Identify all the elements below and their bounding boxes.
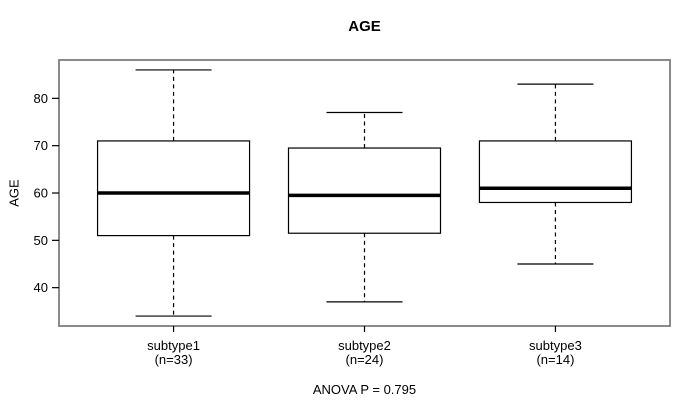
anova-footnote: ANOVA P = 0.795 bbox=[312, 382, 417, 397]
x-sublabel-subtype2: (n=24) bbox=[346, 352, 384, 367]
x-label-subtype3: subtype3 bbox=[529, 338, 582, 353]
x-label-subtype2: subtype2 bbox=[338, 338, 391, 353]
chart-title: AGE bbox=[348, 18, 381, 35]
y-tick-label: 50 bbox=[34, 233, 48, 248]
boxplot-subtype3-box bbox=[478, 140, 633, 204]
boxplot-subtype2-box bbox=[287, 147, 442, 234]
y-tick-label: 80 bbox=[34, 91, 48, 106]
x-sublabel-subtype1: (n=33) bbox=[155, 352, 193, 367]
boxplot-subtype1-box bbox=[96, 140, 251, 237]
y-tick-label: 40 bbox=[34, 280, 48, 295]
x-label-subtype1: subtype1 bbox=[147, 338, 200, 353]
y-tick-label: 70 bbox=[34, 138, 48, 153]
y-tick-label: 60 bbox=[34, 186, 48, 201]
x-sublabel-subtype3: (n=14) bbox=[536, 352, 574, 367]
